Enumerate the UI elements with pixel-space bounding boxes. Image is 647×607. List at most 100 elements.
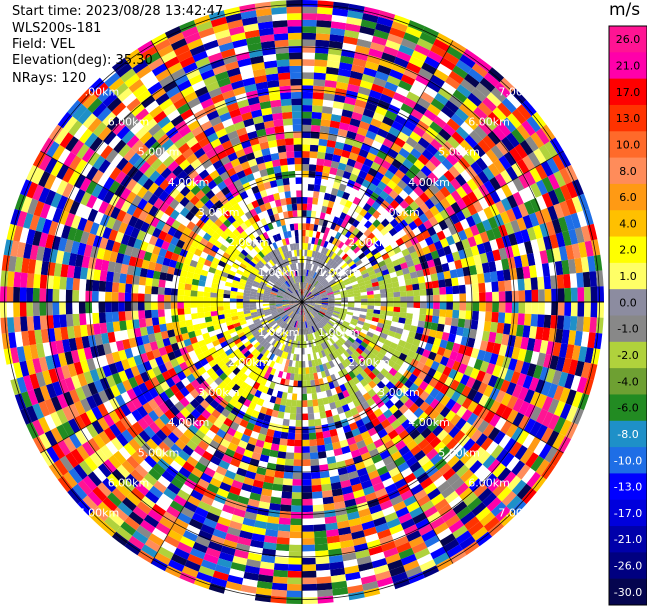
velocity-gate <box>373 344 382 353</box>
velocity-gate <box>492 291 499 302</box>
velocity-gate <box>290 518 302 526</box>
velocity-gate <box>293 452 302 460</box>
velocity-gate <box>581 225 591 242</box>
velocity-gate <box>360 291 368 296</box>
velocity-gate <box>311 279 317 286</box>
velocity-gate <box>317 151 326 160</box>
velocity-gate <box>531 289 539 302</box>
velocity-gate <box>321 483 332 492</box>
velocity-gate <box>367 298 375 302</box>
velocity-gate <box>165 322 174 331</box>
velocity-gate <box>503 151 517 167</box>
velocity-gate <box>330 222 337 230</box>
velocity-gate <box>351 318 359 324</box>
velocity-gate <box>424 405 435 417</box>
velocity-gate <box>328 236 335 244</box>
velocity-gate <box>315 431 324 440</box>
velocity-gate <box>581 362 591 379</box>
velocity-gate <box>436 230 446 241</box>
velocity-gate <box>385 39 401 51</box>
velocity-gate <box>497 280 506 292</box>
velocity-gate <box>434 391 446 403</box>
velocity-gate <box>465 302 473 311</box>
velocity-gate <box>432 308 440 317</box>
velocity-gate <box>427 172 439 184</box>
velocity-gate <box>438 145 451 159</box>
velocity-gate <box>344 222 353 231</box>
velocity-gate <box>520 361 531 375</box>
velocity-gate <box>370 236 379 245</box>
velocity-gate <box>363 211 373 221</box>
velocity-gate <box>320 293 328 297</box>
velocity-gate <box>7 271 15 287</box>
velocity-gate <box>151 309 159 318</box>
velocity-gate <box>351 331 359 338</box>
velocity-gate <box>378 235 387 245</box>
velocity-gate <box>373 29 390 40</box>
velocity-gate <box>506 409 519 424</box>
velocity-gate <box>389 254 398 262</box>
velocity-gate <box>335 81 349 91</box>
velocity-gate <box>326 322 333 329</box>
velocity-gate <box>387 297 394 302</box>
velocity-gate <box>91 302 99 313</box>
velocity-gate <box>533 148 547 165</box>
velocity-gate <box>458 310 466 320</box>
velocity-gate <box>319 269 326 276</box>
velocity-gate <box>307 284 311 291</box>
velocity-gate <box>451 342 461 353</box>
velocity-gate <box>352 219 360 228</box>
velocity-gate <box>291 498 302 506</box>
velocity-gate <box>319 125 330 134</box>
velocity-gate <box>410 344 419 353</box>
velocity-gate <box>302 229 306 237</box>
velocity-gate <box>362 325 370 332</box>
velocity-gate <box>144 285 152 295</box>
velocity-gate <box>468 478 484 493</box>
velocity-gate <box>355 337 363 345</box>
velocity-gate <box>302 531 315 539</box>
velocity-gate <box>313 510 325 519</box>
velocity-gate <box>584 347 594 364</box>
velocity-gate <box>307 296 314 300</box>
velocity-gate <box>506 456 520 472</box>
velocity-gate <box>533 364 543 380</box>
velocity-gate <box>365 130 377 141</box>
velocity-gate <box>371 317 380 323</box>
velocity-gate <box>370 176 381 187</box>
velocity-gate <box>295 426 302 434</box>
velocity-gate <box>345 348 354 356</box>
velocity-gate <box>364 262 373 270</box>
velocity-gate <box>317 224 323 233</box>
velocity-gate <box>307 184 315 191</box>
velocity-gate <box>445 193 457 206</box>
velocity-gate <box>118 292 125 302</box>
velocity-gate <box>72 290 80 302</box>
velocity-gate <box>502 471 517 487</box>
velocity-gate <box>354 99 367 109</box>
velocity-gate <box>421 148 434 161</box>
velocity-gate <box>376 16 394 28</box>
velocity-gate <box>389 376 399 386</box>
velocity-gate <box>334 302 342 305</box>
velocity-gate <box>305 276 308 283</box>
velocity-gate <box>473 254 482 266</box>
velocity-gate <box>272 436 281 445</box>
velocity-gate <box>287 432 296 440</box>
velocity-gate <box>342 332 350 340</box>
velocity-gate <box>507 257 516 270</box>
velocity-gate <box>360 269 368 276</box>
velocity-gate <box>216 293 224 298</box>
velocity-gate <box>593 254 603 272</box>
velocity-gate <box>375 71 390 82</box>
velocity-gate <box>325 312 332 317</box>
velocity-gate <box>517 386 529 401</box>
velocity-gate <box>314 305 321 309</box>
velocity-gate <box>337 162 347 171</box>
velocity-gate <box>360 341 369 349</box>
velocity-gate <box>362 259 371 266</box>
velocity-gate <box>425 432 437 444</box>
velocity-gate <box>574 257 583 274</box>
velocity-gate <box>377 165 388 176</box>
velocity-gate <box>321 280 328 286</box>
